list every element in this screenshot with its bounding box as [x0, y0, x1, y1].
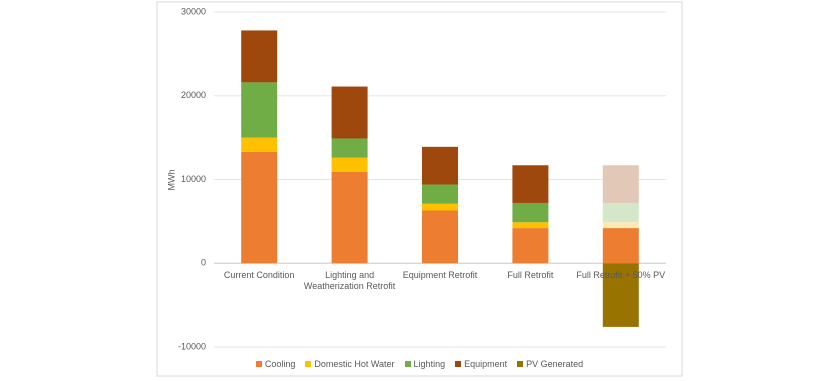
legend-swatch [255, 361, 262, 367]
bar-segment [602, 222, 639, 229]
legend-swatch [404, 361, 411, 367]
chart-border [156, 1, 683, 377]
bar-segment [241, 137, 278, 152]
y-tick-label: -10000 [178, 341, 206, 351]
bar-segment [512, 228, 549, 264]
legend-label: Lighting [413, 359, 446, 369]
x-tick-label: Equipment Retrofit [402, 270, 478, 281]
legend-item: Domestic Hot Water [305, 359, 395, 369]
bar-segment [512, 165, 549, 203]
bar-segment [602, 228, 639, 264]
x-tick-label: Full Retrofit [507, 270, 554, 281]
bar-segment [422, 184, 458, 204]
legend-item: Equipment [455, 359, 507, 369]
legend: Cooling Domestic Hot Water Lighting Equipme… [157, 359, 682, 369]
bar-segment [512, 222, 549, 229]
legend-item: Cooling [255, 359, 296, 369]
legend-swatch [517, 361, 524, 367]
bar-segment [331, 157, 368, 172]
x-tick-label: Current Condition [223, 270, 295, 281]
y-tick-label: 10000 [181, 174, 206, 184]
legend-item: PV Generated [517, 359, 583, 369]
bar-segment [602, 202, 639, 223]
bar-segment [331, 86, 368, 139]
bar-segment [241, 30, 278, 83]
legend-label: PV Generated [526, 359, 584, 369]
bar-segment [422, 210, 458, 264]
bar-segment [602, 165, 639, 203]
y-tick-label: 30000 [181, 6, 206, 16]
bar-segment [422, 146, 458, 185]
bar-segment [422, 203, 458, 211]
y-tick-label: 0 [201, 258, 206, 268]
bar-segment [241, 82, 278, 138]
bar-segment [241, 151, 278, 264]
y-tick-label: 20000 [181, 90, 206, 100]
bar-segment [602, 263, 639, 327]
legend-label: Domestic Hot Water [314, 359, 395, 369]
x-tick-label: Lighting and Weatherization Retrofit [303, 270, 396, 292]
legend-label: Cooling [264, 359, 296, 369]
bar-segment [512, 202, 549, 223]
legend-swatch [455, 361, 462, 367]
legend-item: Lighting [404, 359, 446, 369]
x-tick-label: Full Retrofit + 50% PV [576, 270, 666, 281]
bar-segment [331, 171, 368, 264]
legend-swatch [305, 361, 312, 367]
legend-label: Equipment [464, 359, 508, 369]
y-axis-title: MWh [166, 170, 176, 191]
bar-segment [331, 138, 368, 158]
